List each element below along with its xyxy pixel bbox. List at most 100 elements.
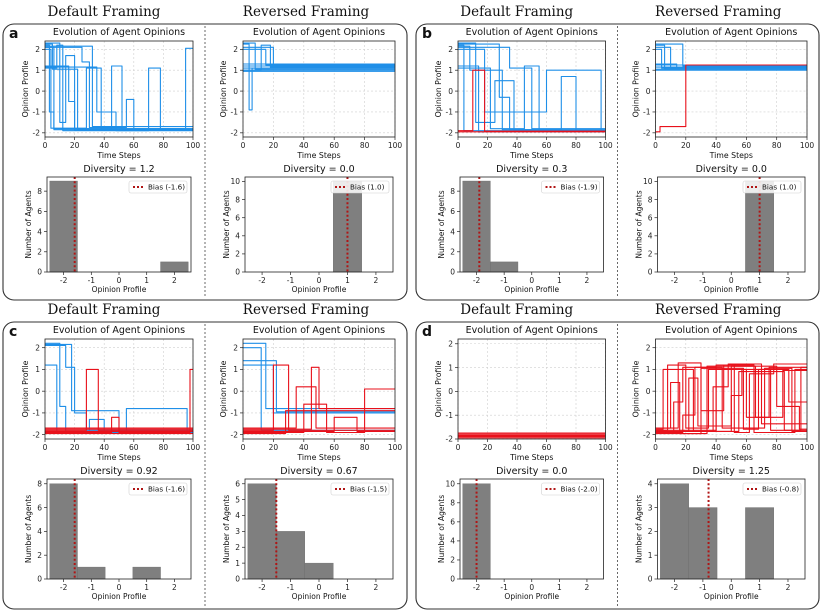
opinion-trajectory [45, 46, 193, 130]
histogram-bar [49, 180, 78, 273]
y-axis-label: Opinion Profile [21, 60, 30, 117]
diversity-title: Diversity = 1.2 [83, 164, 154, 175]
y-tick-label: 2 [35, 45, 40, 54]
x-tick-label: 100 [800, 141, 815, 150]
y-tick-label: -2 [446, 129, 454, 138]
framing-header: Default Framing [460, 302, 573, 318]
y-tick-label: 6 [450, 207, 455, 216]
y-tick-label: 0 [35, 387, 40, 396]
y-tick-label: 10 [230, 177, 240, 186]
evolution-title: Evolution of Agent Opinions [466, 27, 598, 38]
diversity-title: Diversity = 0.3 [496, 164, 567, 175]
opinion-trajectory [243, 48, 395, 66]
panel-frame [2, 321, 408, 610]
y-tick-label: 8 [450, 499, 455, 508]
x-tick-label: 0 [117, 583, 122, 592]
y-tick-label: 1 [35, 66, 40, 75]
x-axis-label: Opinion Profile [92, 285, 147, 294]
opinion-trajectory [45, 368, 193, 434]
y-tick-label: 0 [233, 387, 238, 396]
y-tick-label: 2 [450, 247, 455, 256]
y-tick-label: 1 [448, 66, 453, 75]
opinion-trajectory [45, 46, 193, 131]
y-tick-label: 0 [646, 387, 651, 396]
histogram-bar [77, 566, 106, 580]
y-axis-label: Opinion Profile [632, 360, 641, 417]
x-tick-label: 2 [374, 583, 379, 592]
diversity-title: Diversity = 0.0 [496, 466, 567, 477]
x-tick-label: 0 [43, 141, 48, 150]
y-tick-label: 0 [450, 575, 455, 584]
diversity-title: Diversity = 1.25 [693, 466, 770, 477]
y-tick-label: 8 [37, 479, 42, 488]
opinion-trajectory [45, 44, 193, 132]
x-axis-label: Time Steps [296, 453, 340, 462]
y-tick-label: 8 [37, 187, 42, 196]
legend-box [330, 482, 390, 496]
framing-header: Reversed Framing [243, 4, 370, 20]
panel-label: a [9, 26, 18, 42]
opinion-trajectory [45, 368, 193, 431]
y-tick-label: 0 [648, 268, 653, 277]
histogram-bar [49, 483, 78, 580]
x-axis-label: Time Steps [709, 151, 753, 160]
x-tick-label: -2 [473, 583, 481, 592]
legend-bias-label: Bias (-1.6) [148, 183, 185, 192]
y-tick-label: -1 [446, 108, 454, 117]
y-tick-label: 4 [235, 511, 240, 520]
x-tick-label: -2 [258, 276, 266, 285]
y-tick-label: 2 [235, 543, 240, 552]
histogram-bar [462, 180, 491, 273]
x-tick-label: 2 [585, 583, 590, 592]
legend-bias-label: Bias (-1.9) [561, 183, 598, 192]
y-tick-label: 2 [648, 527, 653, 536]
x-tick-label: 1 [345, 583, 350, 592]
y-tick-label: -2 [33, 129, 41, 138]
x-tick-label: 40 [299, 443, 309, 452]
y-tick-label: 0 [648, 575, 653, 584]
x-tick-label: 1 [557, 276, 562, 285]
x-axis-label: Opinion Profile [704, 592, 759, 601]
opinion-trajectory [655, 362, 807, 434]
plot-area [44, 40, 194, 138]
x-axis-label: Opinion Profile [292, 285, 347, 294]
opinion-trajectory [45, 66, 193, 132]
evolution-title: Evolution of Agent Opinions [253, 325, 385, 336]
x-axis-label: Time Steps [96, 453, 140, 462]
y-tick-label: -2 [231, 430, 239, 439]
y-tick-label: -2 [446, 435, 454, 444]
y-tick-label: -2 [643, 129, 651, 138]
panel-frame [415, 321, 820, 610]
y-tick-label: 0 [37, 575, 42, 584]
y-tick-label: 2 [37, 551, 42, 560]
x-tick-label: -1 [699, 276, 707, 285]
histogram-bar [490, 261, 519, 273]
x-tick-label: 0 [117, 276, 122, 285]
y-tick-label: 0 [646, 87, 651, 96]
legend-bias-label: Bias (1.0) [762, 183, 797, 192]
x-tick-label: 1 [557, 583, 562, 592]
x-axis-label: Opinion Profile [92, 592, 147, 601]
y-axis-label: Number of Agents [635, 190, 644, 258]
x-tick-label: -2 [258, 583, 266, 592]
y-axis-label: Opinion Profile [434, 360, 443, 417]
x-tick-label: 60 [329, 141, 339, 150]
x-tick-label: 80 [571, 141, 581, 150]
x-tick-label: 2 [374, 276, 379, 285]
opinion-trajectory [45, 42, 193, 131]
y-tick-label: 0 [233, 87, 238, 96]
panel-c: c Default Framing Evolution of Agent Opini… [2, 302, 408, 610]
y-tick-label: 2 [233, 343, 238, 352]
histogram-bar [160, 261, 189, 273]
y-tick-label: 6 [235, 213, 240, 222]
evolution-title: Evolution of Agent Opinions [53, 325, 185, 336]
y-axis-label: Number of Agents [437, 190, 446, 258]
y-tick-label: 1 [235, 559, 240, 568]
y-tick-label: 0 [37, 268, 42, 277]
x-tick-label: 80 [159, 443, 169, 452]
legend-box [541, 482, 600, 496]
x-tick-label: 0 [456, 443, 461, 452]
y-tick-label: 8 [235, 195, 240, 204]
legend-box [330, 180, 390, 194]
